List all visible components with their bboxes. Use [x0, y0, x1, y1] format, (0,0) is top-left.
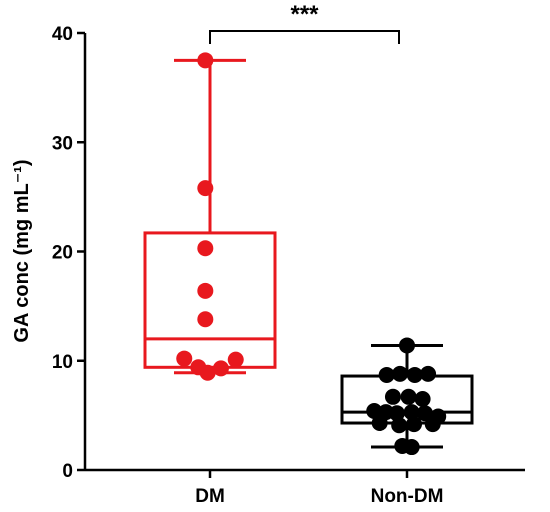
data-point [424, 416, 441, 433]
data-point [400, 388, 417, 405]
data-point [197, 240, 214, 257]
y-tick-label: 0 [62, 461, 73, 482]
y-tick-label: 30 [52, 133, 73, 154]
data-point [199, 364, 216, 381]
boxes [143, 58, 474, 449]
significance-label: *** [290, 1, 319, 28]
data-point [366, 403, 383, 420]
data-point [378, 366, 395, 383]
y-tick-label: 40 [52, 24, 73, 45]
significance-annotation: *** [209, 1, 400, 44]
x-category-label: DM [195, 486, 225, 507]
y-tick-label: 10 [52, 352, 73, 373]
significance-bracket [209, 30, 400, 44]
data-point [197, 311, 214, 328]
data-point [420, 365, 437, 382]
data-point [197, 180, 214, 197]
data-point [403, 439, 420, 456]
data-point [227, 351, 244, 368]
data-point [197, 52, 214, 69]
data-point [176, 350, 193, 367]
data-point [406, 416, 423, 433]
data-point [406, 366, 423, 383]
data-point [414, 390, 431, 407]
data-point [391, 417, 408, 434]
data-point [197, 282, 214, 299]
x-category-label: Non-DM [371, 486, 444, 507]
y-tick-label: 20 [52, 243, 73, 264]
data-point [403, 404, 420, 421]
data-point [371, 415, 388, 432]
data-point [399, 337, 415, 354]
data-point [388, 405, 405, 422]
axes: 0 10 20 30 40 DM Non-DM [52, 24, 525, 507]
y-axis-title: GA conc (mg mL⁻¹) [11, 159, 33, 342]
data-point [384, 388, 401, 405]
data-point [212, 360, 229, 377]
data-point [391, 365, 408, 382]
data-points [176, 52, 447, 456]
